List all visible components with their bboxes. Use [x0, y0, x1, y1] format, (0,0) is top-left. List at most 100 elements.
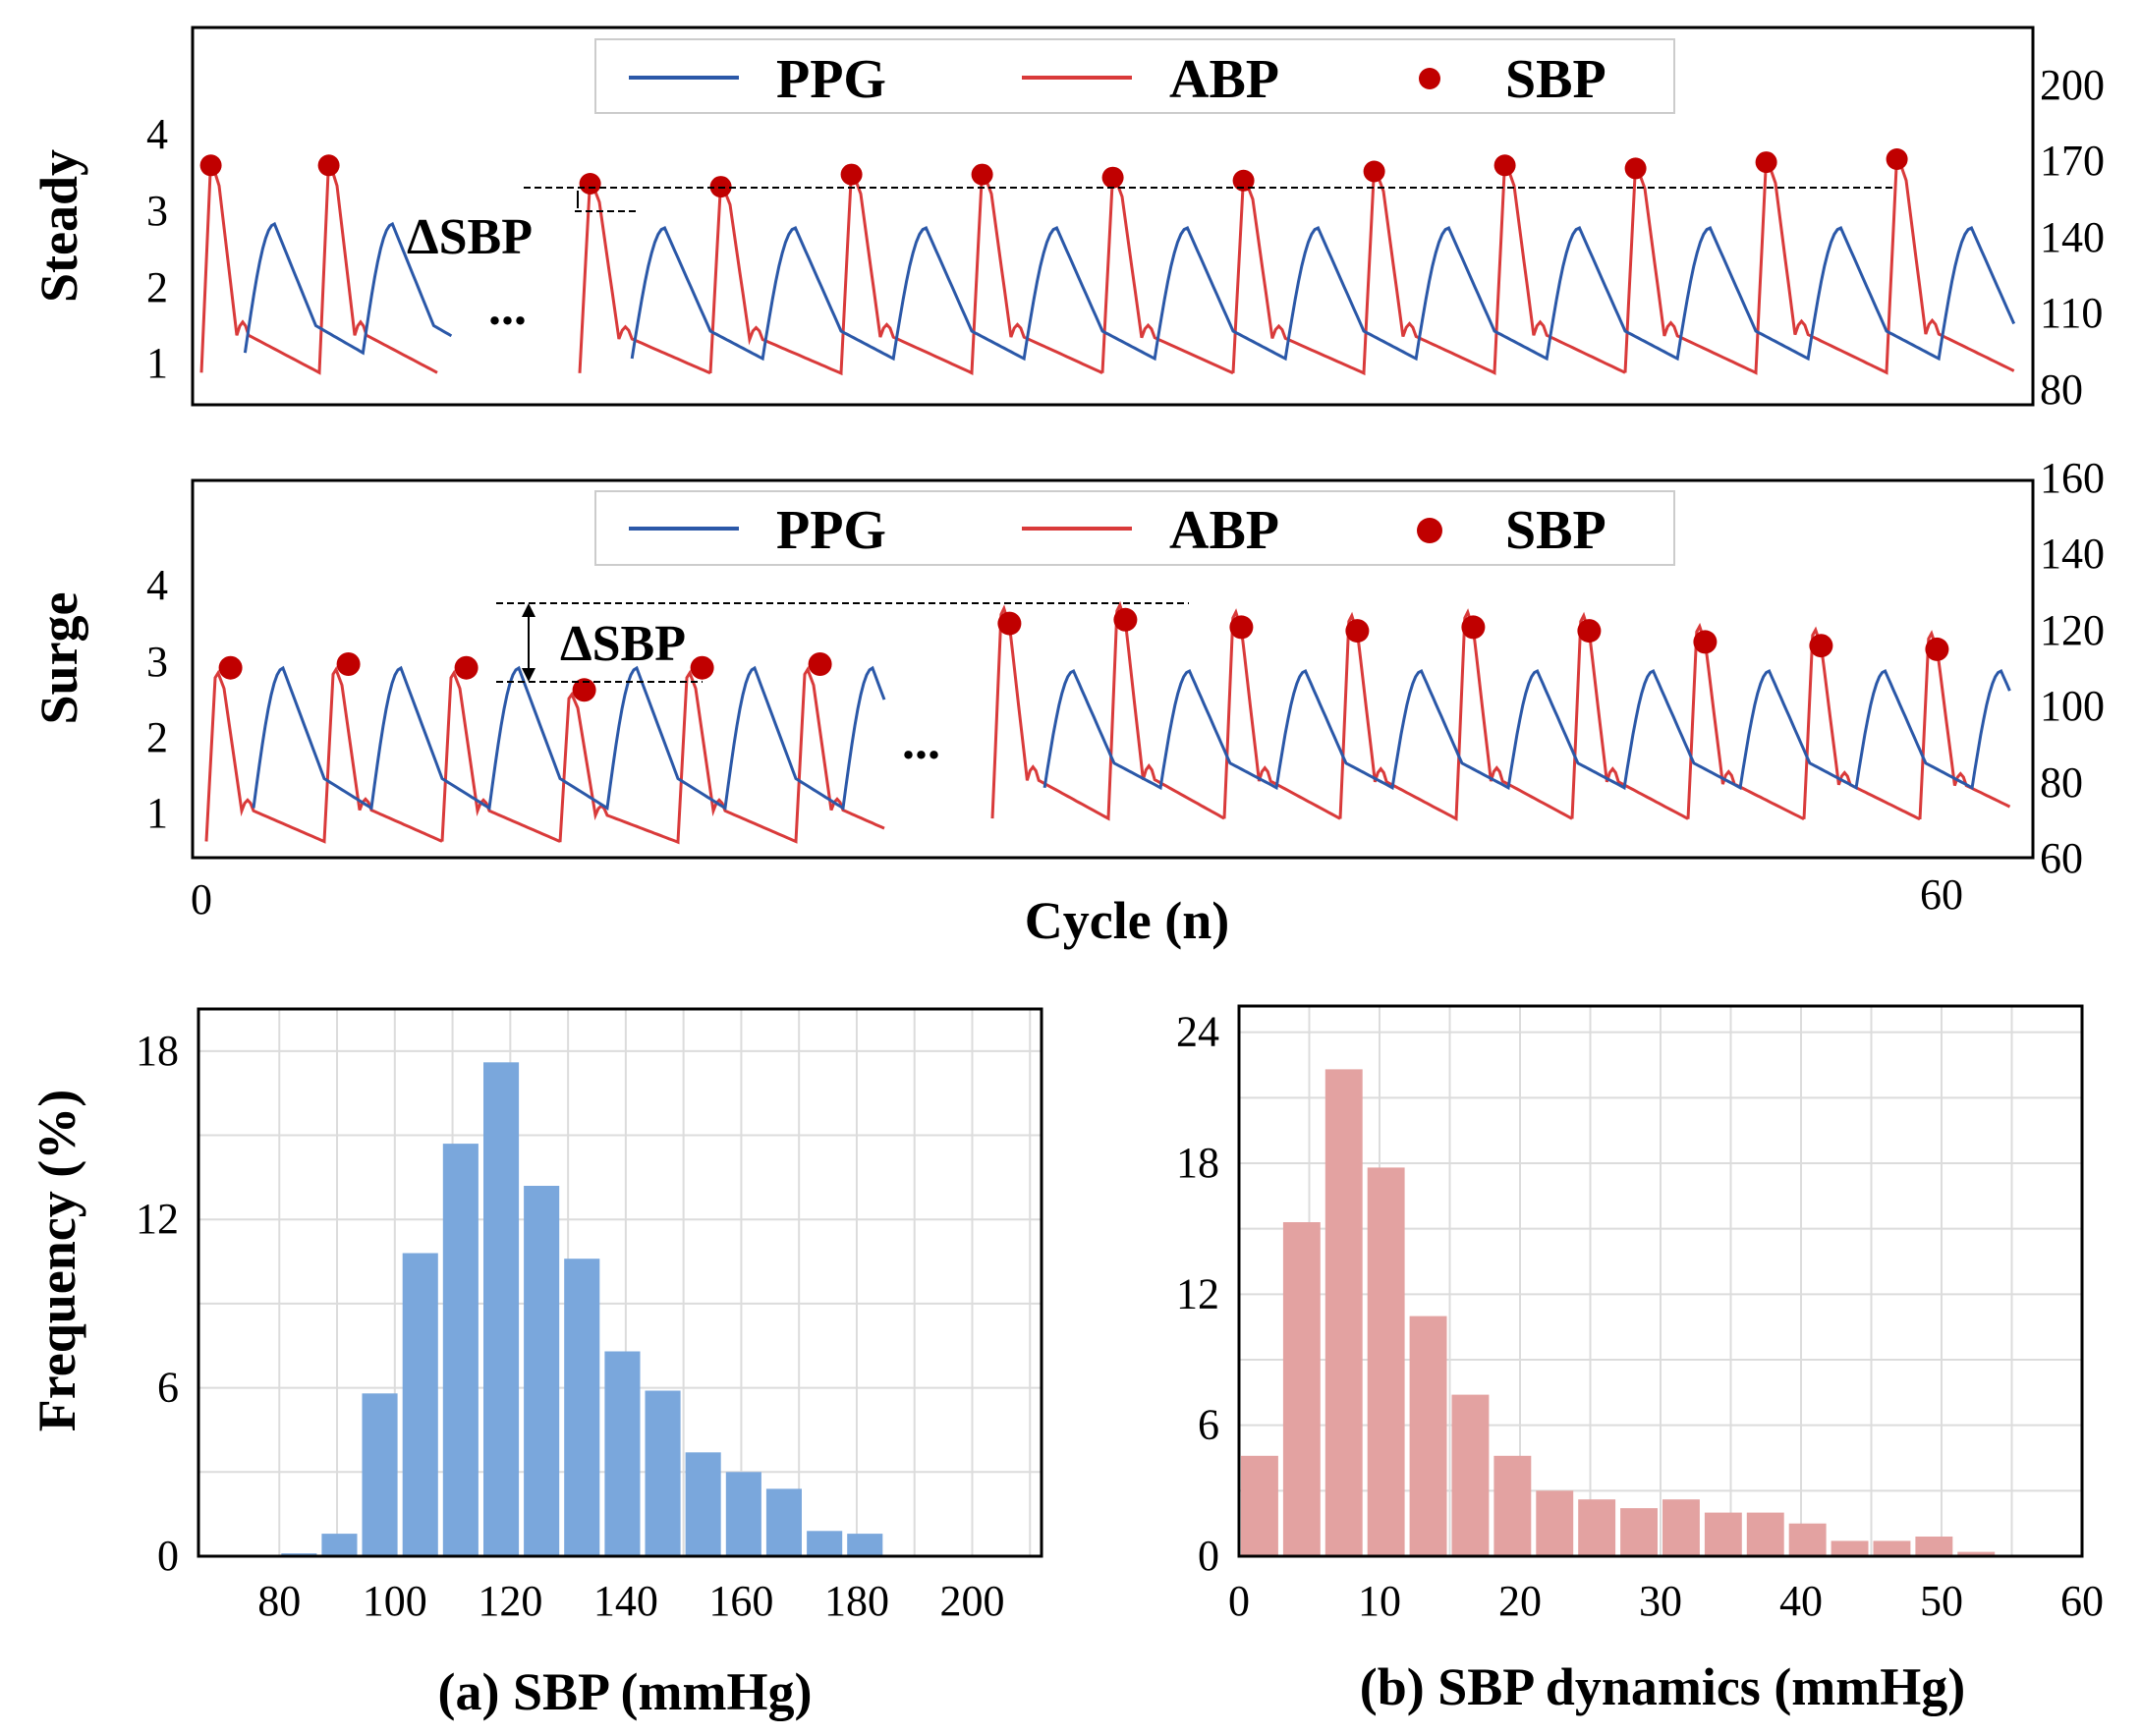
steady-sbp-point [1232, 169, 1255, 192]
sbp-dynamics-histogram-bar [1746, 1512, 1784, 1556]
surge-abp-line [204, 665, 885, 845]
surge-right-tick: 140 [2040, 530, 2105, 578]
surge-sbp-point [1229, 615, 1254, 640]
sbp-dynamics-histogram-y-tick-label: 6 [1198, 1401, 1219, 1449]
surge-ellipsis: ... [902, 714, 940, 770]
sbp-histogram-x-tick-label: 120 [478, 1577, 542, 1625]
frequency-y-label: Frequency (%) [28, 1090, 86, 1431]
steady-ellipsis: ... [488, 280, 527, 336]
sbp-dynamics-histogram-bar [1367, 1167, 1405, 1556]
sbp-dynamics-histogram-bar [1831, 1540, 1869, 1556]
sbp-dynamics-histogram-bar [1409, 1316, 1447, 1556]
steady-panel-label: Steady [29, 149, 88, 303]
steady-sbp-point [199, 154, 222, 177]
sbp-dynamics-histogram-x-tick-label: 10 [1358, 1577, 1401, 1625]
steady-panel: ΔSBP ... PPG ABP SBP 1 2 3 4 80 110 140 … [29, 26, 2105, 414]
sbp-dynamics-histogram-bar [1915, 1537, 1953, 1556]
surge-legend-sbp-swatch [1417, 518, 1442, 543]
surge-delta-label: ΔSBP [560, 616, 686, 672]
surge-right-tick: 120 [2040, 606, 2105, 654]
sbp-histogram-x-tick-label: 100 [363, 1577, 427, 1625]
surge-legend-abp-label: ABP [1169, 500, 1279, 561]
sbp-dynamics-histogram-x-tick-label: 60 [2060, 1577, 2104, 1625]
steady-right-tick: 200 [2040, 61, 2105, 109]
sbp-histogram-bar [321, 1534, 358, 1556]
steady-lines [199, 157, 2016, 376]
surge-right-tick: 160 [2040, 454, 2105, 502]
steady-right-tick: 140 [2040, 213, 2105, 261]
surge-sbp-point [1925, 637, 1949, 661]
surge-sbp-point [454, 655, 479, 680]
surge-right-tick: 80 [2040, 758, 2083, 807]
sbp-histogram-x-tick-label: 140 [593, 1577, 658, 1625]
sbp-dynamics-histogram-bar [1451, 1394, 1490, 1556]
steady-sbp-point [579, 173, 601, 195]
sbp-dynamics-histogram-bar [1282, 1222, 1321, 1556]
cycle-x-label: Cycle (n) [1025, 891, 1229, 950]
steady-abp-line [199, 162, 438, 375]
surge-ppg-line [1042, 668, 2011, 791]
sbp-dynamics-histogram-bar [1704, 1512, 1742, 1556]
sbp-dynamics-histogram-bar [1620, 1508, 1658, 1556]
surge-left-tick: 4 [146, 561, 168, 609]
steady-left-tick: 1 [146, 339, 168, 387]
sbp-histogram: 80 100 120 140 160 180 200 0 6 12 18 Frequency (%… [28, 1007, 1043, 1721]
steady-legend-sbp-swatch [1419, 68, 1440, 89]
surge-panel-label: Surge [29, 592, 88, 725]
sbp-histogram-bar [645, 1390, 681, 1556]
sbp-dynamics-histogram-y-tick-label: 0 [1198, 1532, 1219, 1580]
surge-sbp-point [690, 655, 714, 680]
sbp-dynamics-histogram-x-tick-label: 20 [1498, 1577, 1542, 1625]
sbp-dynamics-histogram-y-tick-label: 12 [1176, 1269, 1219, 1317]
sbp-histogram-bar [524, 1186, 560, 1556]
steady-sbp-point [1363, 160, 1385, 183]
surge-sbp-point [1113, 607, 1138, 632]
sbp-dynamics-histogram-bar [1324, 1069, 1363, 1556]
sbp-dynamics-histogram: 0 10 20 30 40 50 60 0 6 12 18 24 (b) SBP dynamics … [1176, 1004, 2104, 1716]
surge-left-tick: 2 [146, 713, 168, 761]
sbp-dynamics-histogram-bar [1241, 1455, 1278, 1556]
sbp-histogram-bar [402, 1253, 438, 1556]
surge-sbp-point [1809, 634, 1833, 658]
steady-right-tick: 170 [2040, 137, 2105, 185]
sbp-dynamics-histogram-bar [1788, 1523, 1827, 1556]
sbp-histogram-y-tick-label: 0 [157, 1532, 179, 1580]
sbp-histogram-bar [442, 1144, 479, 1556]
sbp-dynamics-histogram-bar [1493, 1455, 1532, 1556]
steady-left-tick: 3 [146, 187, 168, 235]
steady-sbp-point [317, 154, 340, 177]
sbp-histogram-x-ticks: 80 100 120 140 160 180 200 [257, 1577, 1004, 1625]
surge-sbp-point [997, 611, 1022, 636]
surge-sbp-point [1461, 615, 1486, 640]
surge-arrow-head-down [522, 668, 535, 682]
steady-ppg-line [630, 225, 2016, 362]
sbp-histogram-bar [362, 1393, 398, 1556]
sbp-histogram-bar [847, 1534, 883, 1556]
surge-left-tick: 1 [146, 789, 168, 837]
steady-legend-sbp-label: SBP [1505, 49, 1606, 110]
steady-sbp-point [840, 163, 863, 186]
steady-delta-label: ΔSBP [407, 209, 533, 265]
steady-legend: PPG ABP SBP [594, 38, 1675, 114]
sbp-histogram-y-ticks: 0 6 12 18 [136, 1027, 179, 1580]
sbp-dynamics-histogram-x-tick-label: 40 [1779, 1577, 1823, 1625]
surge-left-tick: 3 [146, 638, 168, 686]
steady-sbp-point [1493, 154, 1516, 177]
sbp-histogram-bar [765, 1488, 802, 1556]
sbp-histogram-x-tick-label: 80 [257, 1577, 301, 1625]
surge-sbp-markers [218, 607, 1949, 702]
sbp-dynamics-histogram-bar [1873, 1540, 1911, 1556]
surge-sbp-point [1577, 619, 1602, 644]
steady-right-tick: 110 [2040, 289, 2103, 337]
sbp-histogram-title: (a) SBP (mmHg) [438, 1662, 813, 1721]
sbp-histogram-y-tick-label: 6 [157, 1364, 179, 1412]
surge-right-tick: 100 [2040, 682, 2105, 730]
sbp-histogram-y-tick-label: 18 [136, 1027, 179, 1075]
surge-sbp-point [1693, 630, 1718, 654]
sbp-histogram-bar [604, 1351, 641, 1556]
surge-legend-ppg-label: PPG [776, 500, 886, 561]
steady-sbp-point [971, 163, 993, 186]
sbp-dynamics-histogram-bars [1241, 1069, 1996, 1556]
sbp-histogram-frame [197, 1007, 1043, 1558]
